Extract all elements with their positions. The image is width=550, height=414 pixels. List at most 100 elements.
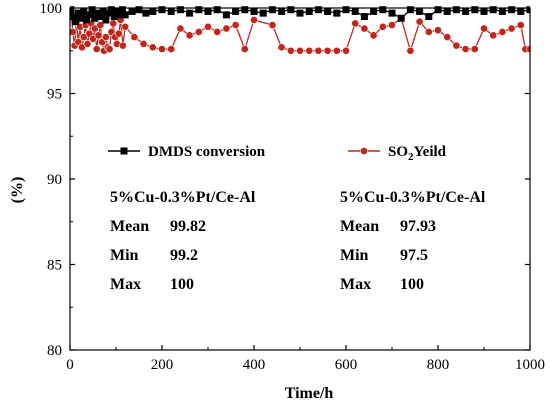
series-1-point: [305, 46, 314, 55]
series-1-point: [96, 21, 105, 29]
series-0-point: [351, 7, 359, 15]
series-1: [70, 6, 530, 55]
series-0-point: [118, 6, 126, 14]
series-0-point: [77, 14, 85, 22]
series-1-point: [498, 28, 507, 36]
legend-label: DMDS conversion: [148, 144, 266, 160]
series-0-point: [278, 7, 286, 15]
plot-frame: [69, 7, 531, 351]
stats-block: 5%Cu-0.3%Pt/Ce-Al Mean 97.93 Min 97.5 Max 100: [340, 189, 486, 293]
stats-label: Mean: [110, 218, 149, 235]
series-0-point: [70, 6, 75, 14]
series-0-point: [370, 7, 378, 15]
series-0-point: [83, 16, 91, 24]
series-1-point: [415, 17, 424, 26]
stats-label: Min: [110, 247, 139, 264]
series-0-point: [110, 13, 118, 21]
x-axis-title: Time/h: [285, 385, 334, 402]
stats-label: Mean: [340, 218, 379, 235]
series-1-point: [526, 45, 530, 53]
legend-label: SO2Yeild: [388, 144, 447, 163]
series-0-point: [379, 6, 387, 14]
series-0-point: [462, 7, 470, 15]
series-0-point: [128, 7, 136, 15]
series-1-point: [378, 22, 387, 31]
series-1-point: [139, 40, 148, 48]
series-0-point: [314, 6, 322, 14]
series-0-point: [287, 6, 295, 14]
series-0-point: [91, 14, 99, 22]
series-0-point: [305, 7, 313, 15]
series-0: [70, 6, 530, 26]
series-0-point: [121, 11, 129, 19]
series-1-point: [351, 19, 360, 28]
series-0-point: [388, 9, 396, 17]
series-1-point: [277, 43, 286, 52]
series-1-point: [470, 45, 479, 53]
series-1-point: [424, 28, 433, 36]
series-0-point: [259, 9, 267, 17]
x-tick-label: 800: [427, 357, 450, 373]
series-0-point: [498, 7, 506, 15]
series-1-point: [119, 41, 127, 50]
series-0-point: [296, 9, 304, 17]
series-0-point: [96, 13, 104, 21]
series-0-point: [526, 6, 530, 14]
series-1-point: [204, 22, 212, 31]
series-1-point: [185, 31, 194, 40]
series-1-point: [314, 46, 323, 55]
series-1-point: [443, 33, 452, 41]
series-0-point: [88, 6, 96, 14]
stats-value: 97.5: [400, 247, 428, 264]
series-1-point: [250, 16, 258, 24]
series-0-point: [508, 6, 516, 14]
series-1-point: [268, 21, 277, 29]
series-0-point: [107, 6, 115, 14]
series-0-point: [241, 6, 249, 14]
stats-value: 100: [400, 276, 424, 293]
stats-label: Max: [340, 276, 371, 293]
series-0-point: [480, 7, 488, 15]
series-0-point: [222, 11, 230, 19]
series-1-point: [360, 24, 369, 33]
series-0-point: [195, 6, 203, 14]
series-1-point: [105, 45, 114, 53]
series-0-point: [416, 7, 424, 15]
legend-marker: [360, 147, 368, 155]
series-1-point: [369, 31, 378, 40]
series-1-point: [240, 45, 249, 53]
x-tick-label: 400: [243, 357, 266, 373]
series-1-point: [213, 28, 222, 36]
series-1-point: [323, 46, 332, 55]
series-0-point: [268, 6, 276, 14]
series-0-point: [99, 7, 107, 15]
series-1-point: [231, 21, 240, 29]
series-0-point: [213, 6, 221, 14]
y-axis-title: (%): [9, 177, 26, 204]
series-1-point: [89, 34, 97, 43]
series-0-point: [406, 6, 414, 14]
x-tick-label: 200: [151, 357, 174, 373]
series-1-point: [406, 46, 415, 55]
series-1-point: [342, 46, 350, 55]
series-1-point: [130, 33, 139, 41]
series-0-point: [397, 14, 405, 22]
series-0-point: [102, 16, 110, 24]
series-0-point: [425, 13, 433, 21]
series-0-point: [204, 7, 212, 15]
y-tick-label: 95: [47, 87, 62, 103]
series-1-point: [194, 28, 203, 36]
stats-label: Max: [110, 276, 141, 293]
series-0-point: [135, 6, 143, 14]
x-tick-label: 0: [66, 357, 74, 373]
legend-entry: DMDS conversion: [108, 144, 266, 160]
series-1-point: [222, 24, 231, 33]
series-0-point: [452, 6, 460, 14]
series-1-point: [70, 28, 77, 36]
stats-label: Min: [340, 247, 369, 264]
stats-value: 99.82: [170, 218, 206, 235]
series-0-point: [517, 7, 525, 15]
series-1-point: [332, 46, 341, 55]
series-1-point: [452, 41, 461, 50]
